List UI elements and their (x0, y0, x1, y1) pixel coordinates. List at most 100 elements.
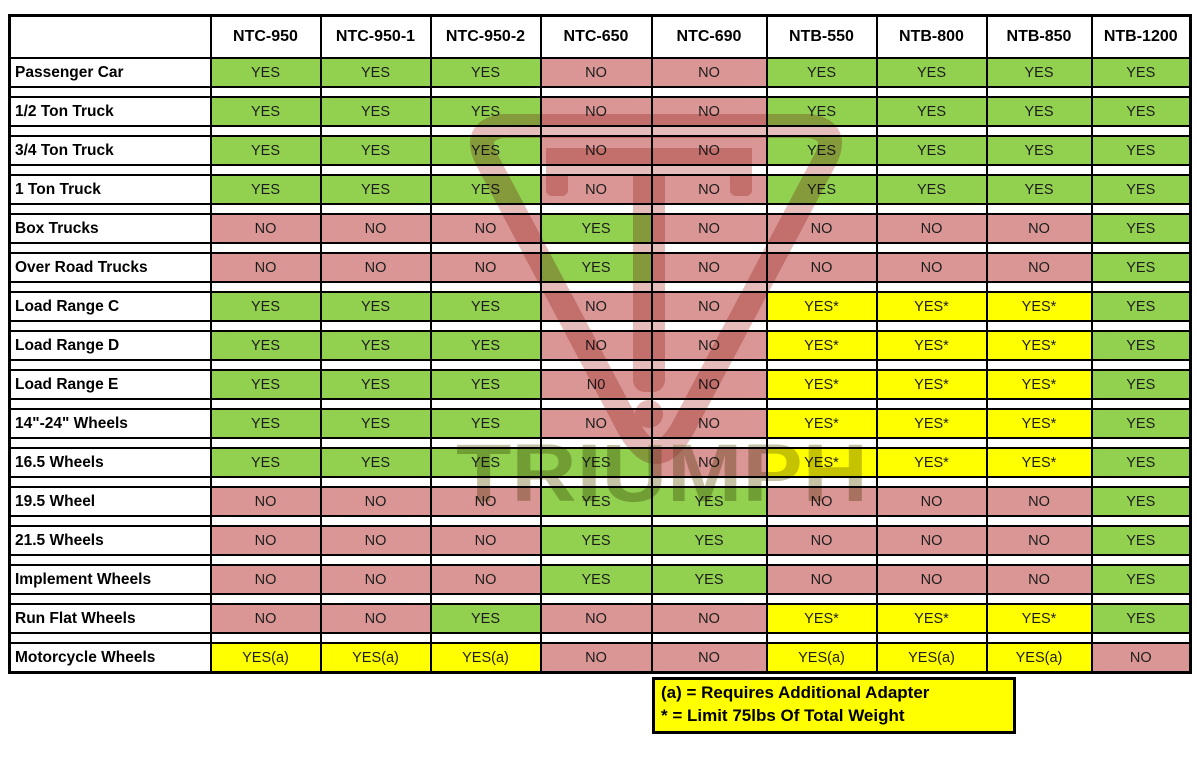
spacer-cell (429, 593, 542, 605)
legend-line-weight: * = Limit 75lbs Of Total Weight (661, 706, 905, 726)
spacer-cell (1090, 437, 1192, 449)
spacer-cell (875, 515, 988, 527)
spacer-cell (650, 398, 768, 410)
table-cell: NO (765, 525, 878, 556)
column-header-ntc-690: NTC-690 (650, 14, 768, 59)
spacer-cell (8, 554, 212, 566)
spacer-cell (539, 437, 653, 449)
table-cell: NO (539, 57, 653, 88)
spacer-cell (319, 320, 432, 332)
table-cell: YES (650, 564, 768, 595)
spacer-cell (875, 86, 988, 98)
row-label: Box Trucks (8, 213, 212, 244)
table-cell: YES (209, 369, 322, 400)
table-cell: YES* (985, 603, 1093, 634)
spacer-cell (1090, 359, 1192, 371)
spacer-cell (875, 398, 988, 410)
table-cell: YES (765, 135, 878, 166)
spacer-cell (319, 476, 432, 488)
spacer-cell (8, 203, 212, 215)
spacer-cell (209, 242, 322, 254)
spacer-cell (209, 320, 322, 332)
spacer-row (8, 125, 1192, 137)
table-cell: NO (650, 369, 768, 400)
table-cell: YES (985, 135, 1093, 166)
table-cell: YES (209, 135, 322, 166)
table-cell: NO (650, 291, 768, 322)
spacer-cell (765, 515, 878, 527)
table-cell: YES (875, 96, 988, 127)
table-body: Passenger Car YES YES YES NO NO YES YES YES YES 1/… (8, 57, 1192, 674)
spacer-cell (985, 632, 1093, 644)
table-cell: YES (319, 174, 432, 205)
table-cell: YES* (765, 291, 878, 322)
spacer-cell (319, 242, 432, 254)
spacer-cell (539, 476, 653, 488)
table-row: Over Road Trucks NO NO NO YES NO NO NO NO YES (8, 252, 1192, 283)
table-cell: YES (765, 96, 878, 127)
table-cell: NO (650, 96, 768, 127)
spacer-cell (765, 554, 878, 566)
spacer-cell (8, 632, 212, 644)
spacer-cell (539, 164, 653, 176)
row-label: 1/2 Ton Truck (8, 96, 212, 127)
spacer-row (8, 86, 1192, 98)
spacer-cell (650, 476, 768, 488)
table-cell: NO (209, 213, 322, 244)
spacer-cell (985, 515, 1093, 527)
spacer-cell (765, 86, 878, 98)
spacer-cell (8, 593, 212, 605)
table-row: Implement Wheels NO NO NO YES YES NO NO NO YES (8, 564, 1192, 595)
spacer-cell (319, 164, 432, 176)
spacer-row (8, 476, 1192, 488)
table-cell: YES* (985, 447, 1093, 478)
spacer-cell (985, 281, 1093, 293)
row-label: 19.5 Wheel (8, 486, 212, 517)
table-cell: NO (319, 603, 432, 634)
table-cell: NO (875, 213, 988, 244)
table-cell: YES* (765, 330, 878, 361)
table-cell: YES (1090, 408, 1192, 439)
table-cell: YES* (875, 408, 988, 439)
spacer-cell (319, 398, 432, 410)
spacer-cell (650, 437, 768, 449)
table-cell: YES (985, 96, 1093, 127)
column-header-ntc-950: NTC-950 (209, 14, 322, 59)
spacer-cell (319, 515, 432, 527)
table-cell: YES* (985, 291, 1093, 322)
table-cell: NO (319, 213, 432, 244)
table-cell: NO (319, 564, 432, 595)
spacer-cell (765, 164, 878, 176)
table-cell: YES (209, 447, 322, 478)
spacer-cell (765, 203, 878, 215)
spacer-cell (209, 125, 322, 137)
table-row: Load Range E YES YES YES N0 NO YES* YES* YES* YES (8, 369, 1192, 400)
table-cell: NO (539, 135, 653, 166)
spacer-cell (8, 476, 212, 488)
table-cell: NO (539, 174, 653, 205)
table-cell: YES (875, 57, 988, 88)
table-cell: NO (985, 486, 1093, 517)
spacer-cell (985, 359, 1093, 371)
table-row: Box Trucks NO NO NO YES NO NO NO NO YES (8, 213, 1192, 244)
spacer-cell (650, 515, 768, 527)
spacer-cell (429, 632, 542, 644)
table-cell: YES* (765, 447, 878, 478)
spacer-cell (209, 359, 322, 371)
column-header-ntb-550: NTB-550 (765, 14, 878, 59)
spacer-cell (875, 554, 988, 566)
spacer-cell (539, 554, 653, 566)
spacer-cell (8, 164, 212, 176)
spacer-cell (429, 437, 542, 449)
spacer-cell (539, 632, 653, 644)
table-cell: NO (539, 603, 653, 634)
spacer-row (8, 437, 1192, 449)
table-cell: YES* (875, 291, 988, 322)
row-label: 1 Ton Truck (8, 174, 212, 205)
spacer-row (8, 359, 1192, 371)
table-cell: NO (319, 486, 432, 517)
spacer-cell (429, 203, 542, 215)
spacer-cell (319, 359, 432, 371)
row-label: Load Range D (8, 330, 212, 361)
table-cell: NO (539, 330, 653, 361)
